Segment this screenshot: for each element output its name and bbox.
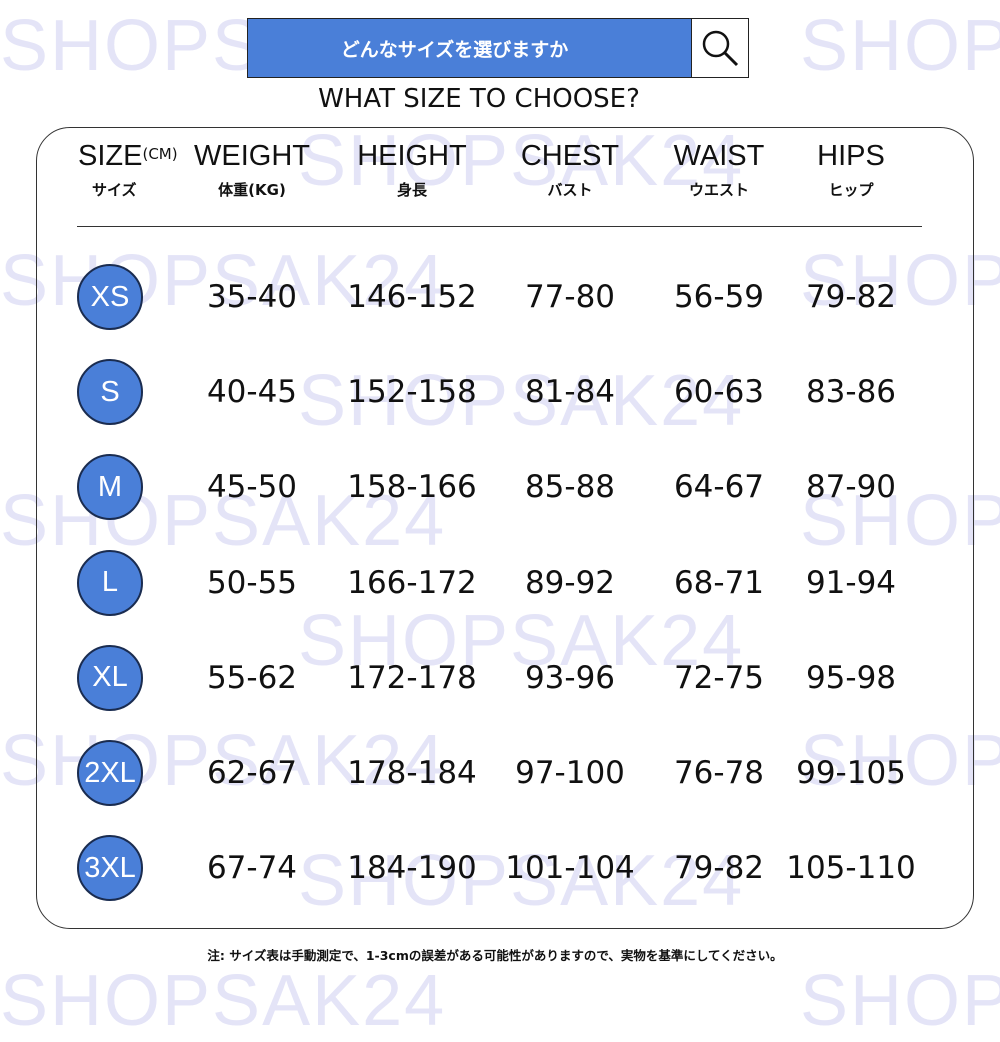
header-waist: WAIST ウエスト [639,140,799,200]
waist-cell: 60-63 [673,374,765,411]
chest-cell: 93-96 [524,659,616,696]
watermark: SHOPSAK24 [800,6,1000,86]
size-badge: L [77,549,143,616]
waist-cell: 76-78 [673,755,765,791]
chest-cell: 81-84 [524,374,616,411]
header-jp: ウエスト [688,181,749,199]
watermark: SHOPSAK24 [298,601,745,681]
header-jp: 体重(KG) [218,181,286,199]
header-label: HEIGHT [357,140,467,172]
size-badge: M [77,454,143,521]
height-cell: 158-166 [347,469,477,506]
search-button[interactable] [691,19,748,77]
size-badge: 3XL [77,835,143,902]
chest-cell: 77-80 [524,279,616,315]
size-badge: 2XL [77,740,143,806]
watermark: SHOPSAK24 [298,841,745,921]
waist-cell: 56-59 [673,279,765,315]
header-chest: CHEST バスト [490,140,650,200]
header-label: HIPS [817,140,885,172]
chest-cell: 85-88 [524,469,616,506]
weight-cell: 55-62 [206,659,298,696]
weight-cell: 50-55 [206,564,298,601]
search-bar[interactable]: どんなサイズを選びますか [247,18,749,78]
size-badge: XS [77,264,143,330]
hips-cell: 87-90 [805,469,897,506]
watermark: SHOPSAK24 [298,121,745,201]
watermark: SHOPSAK24 [298,361,745,441]
header-label: SIZE [78,140,143,172]
watermark: SHOPSAK24 [0,481,447,561]
header-size: SIZE(CM) サイズ [78,140,178,200]
size-badge: XL [77,644,143,711]
weight-cell: 35-40 [206,279,298,315]
watermark: SHOPSAK24 [0,241,447,321]
waist-cell: 72-75 [673,659,765,696]
search-icon [702,30,739,67]
header-unit: (CM) [142,145,178,163]
hips-cell: 99-105 [796,755,906,791]
watermark: SHOPSAK24 [800,961,1000,1041]
watermark: SHOPSAK24 [0,961,447,1041]
size-badge: S [77,359,143,426]
height-cell: 146-152 [347,279,477,315]
waist-cell: 64-67 [673,469,765,506]
height-cell: 172-178 [347,659,477,696]
weight-cell: 40-45 [206,374,298,411]
header-label: WEIGHT [194,140,310,172]
header-weight: WEIGHT 体重(KG) [172,140,332,200]
header-hips: HIPS ヒップ [771,140,931,200]
height-cell: 166-172 [347,564,477,601]
waist-cell: 79-82 [673,850,765,887]
chest-cell: 101-104 [505,850,635,887]
size-chart-card [36,127,974,929]
chest-cell: 89-92 [524,564,616,601]
height-cell: 152-158 [347,374,477,411]
search-input[interactable]: どんなサイズを選びますか [248,19,691,77]
hips-cell: 79-82 [805,279,897,315]
weight-cell: 67-74 [206,850,298,887]
hips-cell: 91-94 [805,564,897,601]
chest-cell: 97-100 [515,755,625,791]
header-label: CHEST [520,140,620,172]
height-cell: 178-184 [347,755,477,791]
header-jp: サイズ [92,181,137,199]
waist-cell: 68-71 [673,564,765,601]
header-jp: 身長 [396,181,427,199]
hips-cell: 83-86 [805,374,897,411]
watermark: SHOPSAK24 [800,481,1000,561]
header-jp: ヒップ [828,181,874,199]
header-divider [77,226,922,227]
header-label: WAIST [673,140,765,172]
subtitle: WHAT SIZE TO CHOOSE? [318,84,640,114]
hips-cell: 95-98 [805,659,897,696]
disclaimer-note: 注: サイズ表は手動測定で、1-3cmの誤差がある可能性がありますので、実物を基… [207,948,783,963]
weight-cell: 62-67 [206,755,298,791]
header-jp: バスト [547,181,593,199]
hips-cell: 105-110 [786,850,916,887]
watermark: SHOPSAK24 [0,721,447,801]
height-cell: 184-190 [347,850,477,887]
weight-cell: 45-50 [206,469,298,506]
header-height: HEIGHT 身長 [332,140,492,200]
watermark: SHOPSAK24 [800,721,1000,801]
watermark: SHOPSAK24 [800,241,1000,321]
